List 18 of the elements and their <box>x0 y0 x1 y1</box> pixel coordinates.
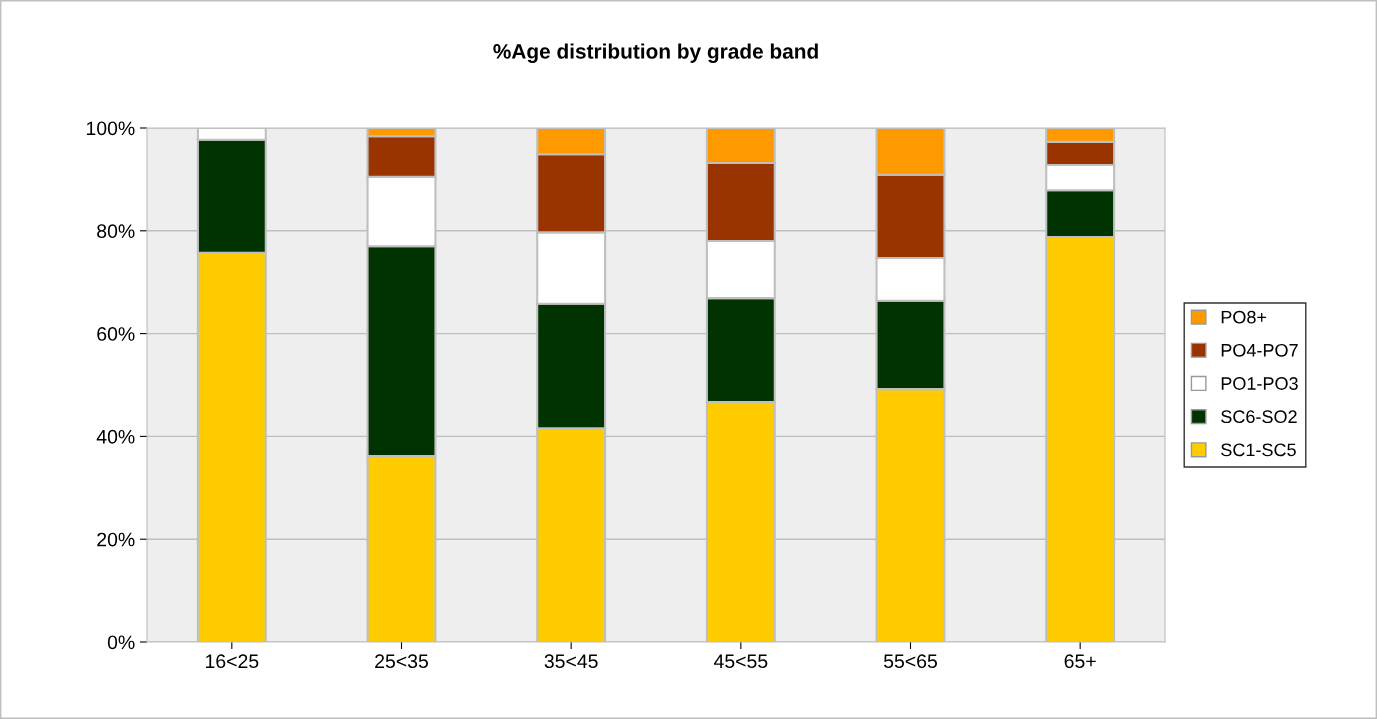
x-tick-label: 16<25 <box>206 654 259 669</box>
y-tick-label: 20% <box>97 532 135 547</box>
legend-label: SC6-SO2 <box>1221 410 1297 424</box>
x-tick-label: 45<55 <box>713 654 768 669</box>
x-tick-label: 55<65 <box>883 654 937 669</box>
legend-label: PO8+ <box>1221 310 1267 324</box>
x-tick-label: 25<35 <box>375 654 428 669</box>
x-tick-label: 35<45 <box>544 654 598 669</box>
y-tick-label: 0% <box>107 635 135 650</box>
chart-title: %Age distribution by grade band <box>493 43 818 63</box>
y-tick-label: 100% <box>86 121 135 136</box>
y-tick-label: 80% <box>97 224 135 239</box>
y-tick-label: 40% <box>96 429 135 444</box>
y-tick-label: 60% <box>97 327 135 341</box>
legend-label: PO1-PO3 <box>1221 377 1298 390</box>
legend-label: PO4-PO7 <box>1221 343 1298 357</box>
legend-label: SC1-SC5 <box>1221 443 1296 457</box>
x-tick-label: 65+ <box>1064 654 1096 669</box>
